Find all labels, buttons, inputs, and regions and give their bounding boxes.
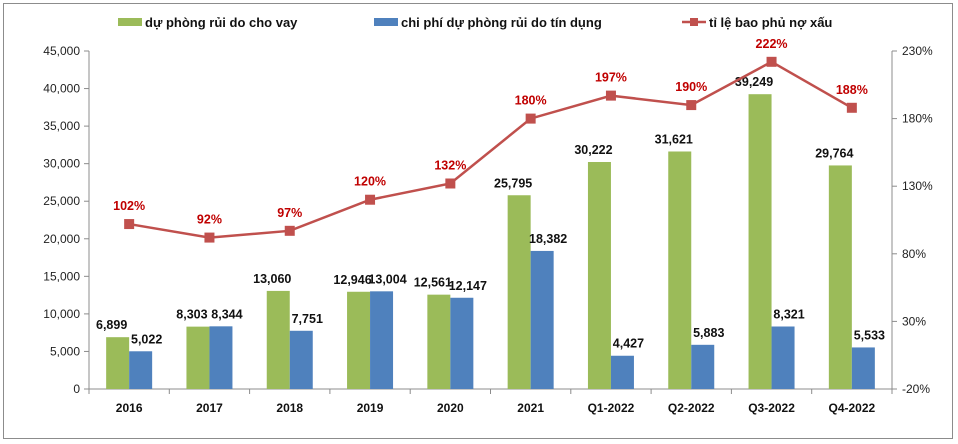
- loan-provision-bar: [106, 337, 130, 389]
- right-axis-tick-label: 80%: [902, 247, 926, 261]
- left-axis-tick-label: 35,000: [43, 119, 80, 133]
- provision-cost-label: 5,883: [693, 326, 724, 340]
- chart-frame: [3, 3, 953, 439]
- left-axis-tick-label: 25,000: [43, 194, 80, 208]
- loan-provision-label: 29,764: [815, 146, 853, 160]
- coverage-ratio-label: 188%: [836, 83, 868, 97]
- coverage-ratio-line: [128, 60, 853, 239]
- left-axis-tick-label: 5,000: [50, 344, 80, 358]
- provision-cost-bar: [851, 347, 875, 389]
- coverage-ratio-marker: [124, 219, 135, 230]
- provision-cost-label: 5,533: [854, 328, 885, 342]
- provision-cost-bar: [209, 326, 233, 389]
- x-axis-tick-label: Q1-2022: [588, 401, 635, 415]
- coverage-ratio-marker: [605, 90, 616, 101]
- x-axis-tick-label: Q2-2022: [668, 401, 715, 415]
- x-axis-tick-label: 2017: [196, 401, 223, 415]
- right-axis-tick-label: -20%: [902, 382, 930, 396]
- coverage-ratio-marker: [525, 113, 536, 124]
- x-axis-tick-label: Q3-2022: [748, 401, 795, 415]
- coverage-ratio-label: 97%: [277, 206, 302, 220]
- provision-cost-label: 12,147: [449, 279, 487, 293]
- coverage-ratio-marker: [445, 178, 456, 189]
- coverage-ratio-label: 180%: [515, 94, 547, 108]
- left-axis-tick-label: 45,000: [43, 44, 80, 58]
- provision-cost-bar: [771, 326, 795, 389]
- provision-cost-label: 8,321: [773, 308, 804, 322]
- coverage-ratio-label: 92%: [197, 213, 222, 227]
- provision-cost-label: 5,022: [131, 332, 162, 346]
- loan-provision-label: 39,249: [735, 75, 773, 89]
- right-axis-tick-label: 30%: [902, 314, 926, 328]
- left-axis-tick-label: 0: [73, 382, 80, 396]
- loan-provision-label: 13,060: [253, 272, 291, 286]
- loan-provision-bar: [668, 151, 692, 389]
- loan-provision-label: 6,899: [96, 318, 127, 332]
- left-axis-tick-label: 40,000: [43, 82, 80, 96]
- loan-provision-bar: [507, 195, 531, 389]
- provision-cost-bar: [691, 344, 715, 389]
- coverage-ratio-label: 190%: [675, 80, 707, 94]
- x-axis-tick-label: 2019: [357, 401, 384, 415]
- coverage-ratio-marker: [846, 102, 857, 113]
- provision-cost-label: 18,382: [529, 232, 567, 246]
- coverage-ratio-label: 132%: [434, 158, 466, 172]
- provision-cost-bar: [129, 351, 153, 389]
- coverage-ratio-marker: [284, 225, 295, 236]
- left-axis-tick-label: 30,000: [43, 157, 80, 171]
- coverage-ratio-label: 102%: [113, 199, 145, 213]
- loan-provision-bar: [186, 326, 210, 389]
- provision-cost-bar: [610, 355, 634, 389]
- loan-provision-label: 12,561: [414, 276, 452, 290]
- loan-provision-bar: [587, 161, 611, 389]
- left-axis-tick-label: 20,000: [43, 232, 80, 246]
- loan-provision-bar: [828, 165, 852, 389]
- coverage-ratio-label: 222%: [756, 37, 788, 51]
- provision-cost-label: 7,751: [292, 312, 323, 326]
- loan-provision-label: 8,303: [176, 308, 207, 322]
- provision-cost-bar: [530, 250, 554, 389]
- loan-provision-bar: [266, 290, 290, 389]
- x-axis-tick-label: Q4-2022: [828, 401, 875, 415]
- legend-label-loan-provision: dự phòng rủi do cho vay: [145, 15, 298, 30]
- right-axis-tick-label: 180%: [902, 112, 933, 126]
- x-axis-tick-label: 2016: [116, 401, 143, 415]
- coverage-ratio-marker: [686, 100, 697, 111]
- provision-cost-bar: [450, 297, 474, 389]
- loan-provision-label: 25,795: [494, 176, 532, 190]
- provision-cost-bar: [370, 291, 394, 389]
- loan-provision-bar: [347, 291, 371, 389]
- legend-label-provision-cost: chi phí dự phòng rủi do tín dụng: [401, 15, 602, 30]
- provision-cost-label: 4,427: [613, 337, 644, 351]
- left-axis-tick-label: 15,000: [43, 269, 80, 283]
- right-axis-tick-label: 130%: [902, 179, 933, 193]
- x-axis-tick-label: 2018: [276, 401, 303, 415]
- provision-cost-label: 13,004: [368, 272, 406, 286]
- provision-cost-label: 8,344: [211, 307, 242, 321]
- left-axis-tick-label: 10,000: [43, 307, 80, 321]
- x-axis-tick-label: 2021: [517, 401, 544, 415]
- legend-swatch-loan-provision: [118, 18, 142, 26]
- x-axis-tick-label: 2020: [437, 401, 464, 415]
- provision-cost-bar: [289, 330, 313, 389]
- legend-swatch-provision-cost: [374, 18, 398, 26]
- coverage-ratio-marker: [766, 56, 777, 67]
- loan-provision-bar: [748, 94, 772, 389]
- coverage-ratio-marker: [365, 194, 376, 205]
- loan-provision-label: 30,222: [574, 143, 612, 157]
- legend-label-coverage-ratio: tỉ lệ bao phủ nợ xấu: [709, 15, 832, 30]
- loan-provision-label: 31,621: [655, 132, 693, 146]
- legend-marker-coverage-ratio: [690, 18, 698, 26]
- loan-provision-bar: [427, 294, 451, 389]
- coverage-ratio-marker: [204, 232, 215, 243]
- loan-provision-label: 12,946: [333, 273, 371, 287]
- coverage-ratio-label: 197%: [595, 71, 627, 85]
- right-axis-tick-label: 230%: [902, 44, 933, 58]
- coverage-ratio-label: 120%: [354, 175, 386, 189]
